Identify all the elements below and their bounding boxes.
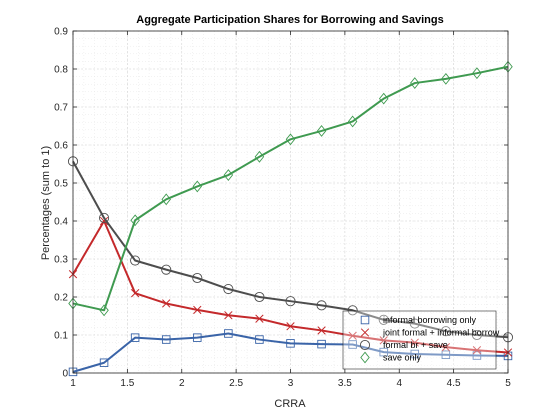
series-3 bbox=[68, 60, 513, 317]
data-point bbox=[224, 311, 233, 320]
data-point bbox=[99, 212, 110, 224]
data-point bbox=[316, 125, 327, 137]
data-point bbox=[471, 329, 482, 341]
y-tick-label: 0.1 bbox=[54, 331, 68, 342]
x-tick-label: 5 bbox=[505, 378, 511, 389]
legend-entry-label: save only bbox=[383, 353, 422, 363]
data-point bbox=[285, 296, 296, 307]
y-tick-label: 0.8 bbox=[54, 65, 68, 76]
x-tick-label: 2 bbox=[179, 378, 185, 389]
series-line bbox=[72, 65, 509, 312]
chart-title: Aggregate Participation Shares for Borro… bbox=[136, 14, 443, 26]
data-point bbox=[347, 305, 358, 316]
x-tick-label: 4 bbox=[396, 378, 402, 389]
data-point bbox=[286, 339, 295, 348]
data-point bbox=[348, 331, 357, 340]
series-line bbox=[72, 332, 509, 373]
data-point bbox=[223, 283, 234, 295]
data-point bbox=[409, 318, 420, 329]
data-point bbox=[255, 335, 264, 344]
data-point bbox=[130, 289, 140, 298]
legend-marker bbox=[360, 315, 370, 325]
data-point bbox=[224, 329, 233, 338]
data-point bbox=[347, 115, 358, 128]
data-point bbox=[286, 322, 295, 331]
data-point bbox=[472, 351, 482, 360]
x-axis-label: CRRA bbox=[274, 398, 306, 410]
y-tick-label: 0.3 bbox=[54, 255, 68, 266]
y-tick-label: 0 bbox=[62, 369, 68, 380]
data-point bbox=[410, 77, 420, 89]
data-point bbox=[441, 343, 451, 352]
data-point bbox=[161, 335, 171, 344]
series-layer bbox=[67, 60, 514, 377]
data-point bbox=[317, 326, 326, 335]
legend-entry-label: informal borrowing only bbox=[383, 315, 477, 325]
data-point bbox=[193, 305, 202, 315]
data-point bbox=[193, 333, 202, 342]
data-point bbox=[379, 347, 388, 357]
data-point bbox=[161, 264, 172, 275]
x-tick-label: 2.5 bbox=[229, 378, 243, 389]
data-point bbox=[130, 333, 140, 342]
data-point bbox=[472, 67, 482, 80]
data-point bbox=[99, 216, 109, 226]
legend-marker bbox=[360, 351, 370, 364]
data-point bbox=[441, 350, 451, 360]
y-tick-label: 0.9 bbox=[54, 27, 68, 38]
data-point bbox=[348, 340, 357, 349]
x-tick-label: 3 bbox=[288, 378, 294, 389]
legend-entry-label: formal br + save bbox=[383, 340, 448, 350]
data-point bbox=[316, 300, 327, 311]
y-tick-label: 0.6 bbox=[54, 141, 68, 152]
data-point bbox=[378, 314, 389, 325]
data-point bbox=[192, 180, 203, 193]
y-axis-label: Percentages (sum to 1) bbox=[40, 146, 52, 260]
y-tick-label: 0.4 bbox=[54, 217, 68, 228]
data-point bbox=[254, 291, 265, 303]
data-point bbox=[410, 338, 419, 347]
series-line bbox=[72, 160, 509, 339]
data-point bbox=[379, 336, 388, 345]
data-point bbox=[378, 92, 389, 105]
data-point bbox=[440, 326, 451, 337]
y-tick-label: 0.5 bbox=[54, 179, 68, 190]
data-point bbox=[441, 72, 451, 85]
x-tick-label: 1 bbox=[70, 378, 76, 389]
data-point bbox=[254, 150, 265, 163]
data-point bbox=[472, 346, 482, 355]
data-point bbox=[192, 272, 203, 284]
x-tick-label: 1.5 bbox=[120, 378, 134, 389]
y-tick-label: 0.2 bbox=[54, 293, 68, 304]
data-point bbox=[162, 299, 171, 308]
data-point bbox=[255, 314, 264, 323]
data-point bbox=[99, 358, 109, 367]
axis-ticks: 1 1.5 2 2.5 3 3.5 4 4.5 5 0 0.1 0.2 0.3 0.4 0.5 0.6 0.7 0… bbox=[54, 27, 511, 390]
data-point bbox=[99, 304, 109, 317]
data-point bbox=[410, 349, 420, 359]
data-point bbox=[130, 214, 140, 227]
data-point bbox=[285, 133, 296, 146]
data-point bbox=[317, 339, 326, 349]
legend-marker bbox=[360, 328, 370, 337]
legend: informal borrowing only joint formal + in… bbox=[342, 310, 500, 370]
x-tick-label: 4.5 bbox=[447, 378, 461, 389]
x-tick-label: 3.5 bbox=[338, 378, 352, 389]
data-point bbox=[130, 255, 141, 266]
data-point bbox=[161, 193, 171, 206]
legend-marker bbox=[359, 339, 371, 351]
data-point bbox=[223, 169, 234, 181]
y-tick-label: 0.7 bbox=[54, 103, 68, 114]
series-2 bbox=[67, 156, 514, 343]
legend-entry-label: joint formal + informal borrow bbox=[382, 328, 500, 338]
